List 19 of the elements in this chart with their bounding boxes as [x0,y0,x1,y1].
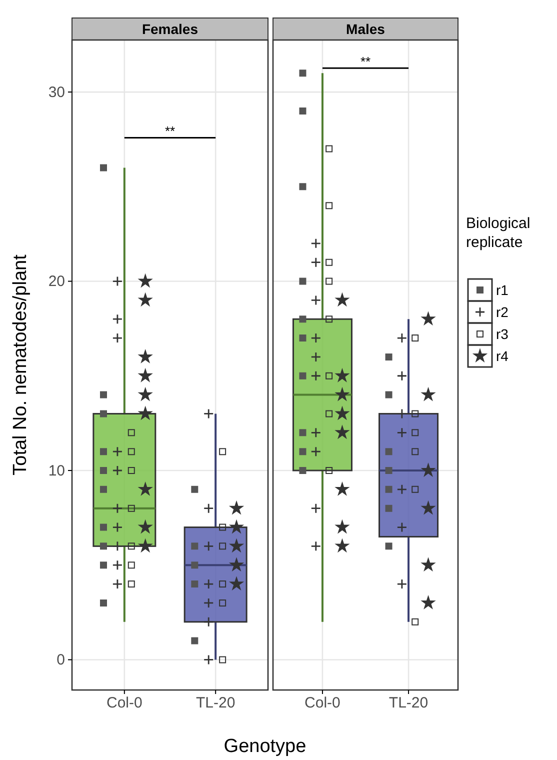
x-tick-label: Col-0 [304,694,340,712]
x-tick-label: Col-0 [106,694,142,712]
annotation: ** [164,124,176,139]
legend-label: r3 [496,326,509,342]
legend-label: r1 [496,282,509,298]
legend-title: Biological replicate [466,215,530,251]
x-axis-title: Genotype [224,736,306,757]
chart-title: Males [346,21,386,37]
y-tick-label: 20 [48,273,65,290]
annotation: ** [360,54,371,70]
y-tick-label: 30 [48,84,65,101]
y-tick-label: 10 [48,462,65,480]
y-tick-label: 0 [56,652,65,669]
y-axis-title: Total No. nematodes/plant [10,254,31,476]
legend-label: r2 [496,304,509,320]
chart-title: Females [142,21,198,37]
x-tick-label: TL-20 [196,694,236,712]
legend-label: r4 [496,348,509,364]
x-tick-label: TL-20 [388,694,428,712]
